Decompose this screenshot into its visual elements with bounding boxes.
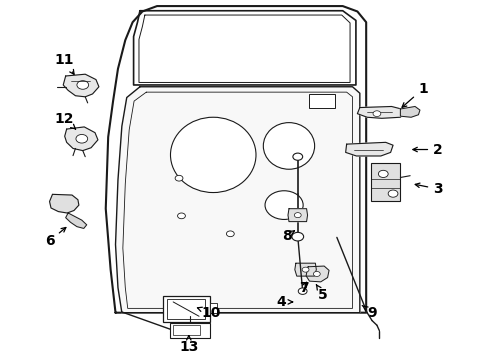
Text: 9: 9 [362, 306, 377, 320]
Polygon shape [295, 263, 317, 276]
Bar [371, 163, 400, 201]
Circle shape [378, 170, 388, 177]
Circle shape [302, 267, 309, 272]
Ellipse shape [265, 191, 303, 220]
Circle shape [298, 288, 307, 294]
Ellipse shape [263, 123, 315, 169]
Polygon shape [400, 107, 420, 117]
Text: 2: 2 [413, 143, 443, 157]
Polygon shape [49, 194, 79, 213]
Polygon shape [63, 74, 99, 97]
Circle shape [373, 111, 381, 117]
Circle shape [177, 213, 185, 219]
Bar [163, 296, 210, 322]
Circle shape [175, 175, 183, 181]
Circle shape [294, 213, 301, 218]
Bar [170, 323, 210, 338]
Text: 4: 4 [277, 295, 293, 309]
Polygon shape [288, 209, 308, 222]
Text: 5: 5 [317, 285, 328, 302]
Ellipse shape [171, 117, 256, 193]
Circle shape [388, 190, 398, 197]
Bar [167, 299, 205, 319]
Circle shape [77, 81, 89, 89]
Circle shape [76, 134, 88, 143]
Circle shape [293, 153, 303, 160]
Text: 8: 8 [282, 229, 294, 243]
Polygon shape [116, 87, 360, 313]
Text: 10: 10 [197, 306, 220, 320]
Text: 11: 11 [54, 53, 74, 75]
Text: 12: 12 [54, 112, 75, 129]
Circle shape [292, 232, 304, 241]
Polygon shape [345, 142, 393, 156]
Circle shape [314, 271, 320, 276]
Polygon shape [357, 107, 404, 118]
Polygon shape [65, 127, 98, 150]
Circle shape [226, 231, 234, 237]
Text: 1: 1 [402, 82, 428, 107]
Bar [173, 325, 200, 335]
Bar [210, 303, 217, 314]
Text: 6: 6 [45, 228, 66, 248]
Polygon shape [66, 213, 87, 228]
Polygon shape [306, 266, 329, 282]
Text: 7: 7 [299, 280, 308, 294]
Text: 13: 13 [179, 336, 198, 354]
Text: 3: 3 [415, 182, 443, 196]
Bar [309, 94, 335, 108]
Polygon shape [106, 6, 366, 313]
